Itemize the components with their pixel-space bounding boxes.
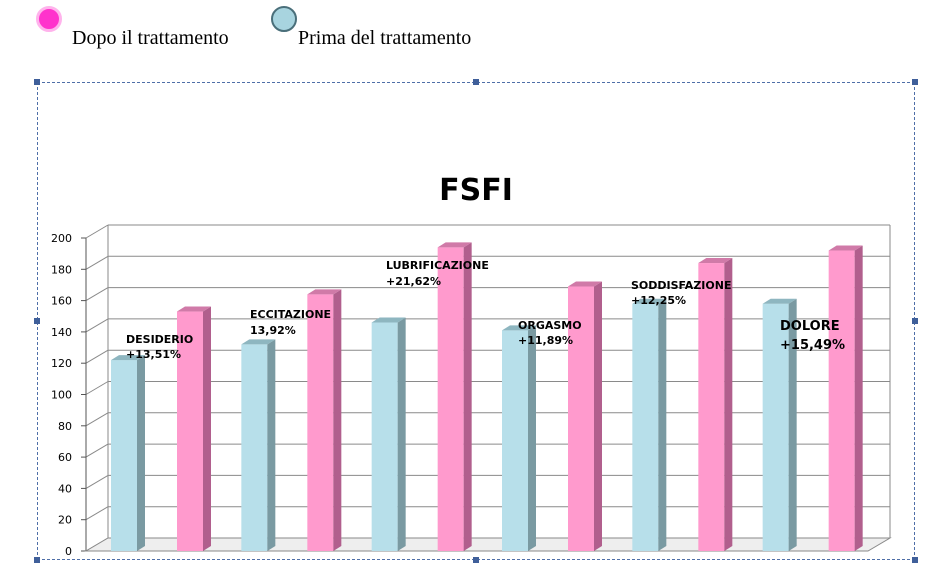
category-percent: +13,51% xyxy=(126,348,181,361)
category-label: SODDISFAZIONE xyxy=(631,279,731,292)
resize-handle-top-left[interactable] xyxy=(34,79,40,85)
bar-front xyxy=(632,303,659,551)
bar-top xyxy=(241,339,276,345)
legend-swatch-before xyxy=(271,6,297,32)
gridline-depth xyxy=(85,506,109,521)
bar-front xyxy=(568,286,594,551)
gridline-depth xyxy=(85,318,109,333)
category-label: DOLORE xyxy=(780,319,840,334)
resize-handle-bottom-left[interactable] xyxy=(34,557,40,563)
y-tick-label: 40 xyxy=(58,482,72,495)
bar-side xyxy=(594,281,602,551)
gridline-depth xyxy=(85,255,109,270)
bar-front xyxy=(502,330,528,551)
legend-item-after: Dopo il trattamento xyxy=(36,6,256,49)
bar-top xyxy=(177,306,211,312)
bar-top xyxy=(698,258,733,264)
bar-side xyxy=(203,306,211,551)
gridline-depth xyxy=(85,443,109,458)
y-tick-label: 100 xyxy=(51,389,72,402)
bar-front xyxy=(828,250,855,551)
bar-top xyxy=(437,242,472,248)
bar-side xyxy=(267,339,276,551)
legend-item-before: Prima del trattamento xyxy=(271,6,511,49)
resize-handle-top-right[interactable] xyxy=(912,79,918,85)
legend: Dopo il trattamento Prima del trattament… xyxy=(0,0,941,60)
resize-handle-bottom-middle[interactable] xyxy=(473,557,479,563)
gridline-depth xyxy=(85,287,109,302)
resize-handle-middle-left[interactable] xyxy=(34,318,40,324)
category-percent: +15,49% xyxy=(780,338,845,353)
bar-front xyxy=(307,294,334,551)
bar-side xyxy=(333,289,342,551)
category-percent: +12,25% xyxy=(631,294,686,307)
gridline-depth xyxy=(85,224,109,239)
gridline-depth xyxy=(85,381,109,395)
category-percent: 13,92% xyxy=(250,324,296,337)
bar-top xyxy=(762,298,797,304)
bar-top xyxy=(307,289,342,295)
gridline-depth xyxy=(85,412,109,427)
bar-side xyxy=(397,317,406,551)
gridline-depth xyxy=(85,349,109,364)
bar-top xyxy=(502,325,536,331)
bar-top xyxy=(828,245,863,251)
category-label: DESIDERIO xyxy=(126,333,193,346)
bar-front xyxy=(177,311,203,551)
chart-title: FSFI xyxy=(439,173,513,208)
y-tick-label: 120 xyxy=(51,357,72,370)
category-label: ECCITAZIONE xyxy=(250,308,331,321)
category-label: ORGASMO xyxy=(518,319,582,332)
bar-side xyxy=(528,325,536,551)
bar-side xyxy=(854,245,863,551)
y-tick-label: 180 xyxy=(51,263,72,276)
category-percent: +21,62% xyxy=(386,275,441,288)
bar-side xyxy=(658,298,667,551)
bar-front xyxy=(762,303,789,551)
bar-side xyxy=(724,258,733,551)
bar-front xyxy=(241,344,268,551)
bar-side xyxy=(788,298,797,551)
legend-swatch-after xyxy=(36,6,62,32)
y-tick-label: 160 xyxy=(51,295,72,308)
resize-handle-middle-right[interactable] xyxy=(912,318,918,324)
legend-label-after: Dopo il trattamento xyxy=(72,27,229,49)
y-tick-label: 0 xyxy=(65,545,72,558)
chart-floor xyxy=(84,537,892,552)
bar-front xyxy=(371,322,398,551)
bar-top xyxy=(371,317,406,323)
bar-top xyxy=(568,281,602,287)
bar-top xyxy=(632,298,667,304)
bar-front xyxy=(111,360,137,551)
gridline-depth xyxy=(85,474,109,489)
category-percent: +11,89% xyxy=(518,334,573,347)
y-tick-label: 20 xyxy=(58,514,72,527)
bar-front xyxy=(437,247,464,551)
bar-front xyxy=(698,263,725,551)
bar-top xyxy=(111,355,145,361)
y-tick-label: 80 xyxy=(58,420,72,433)
bar-side xyxy=(463,242,472,551)
y-tick-label: 140 xyxy=(51,326,72,339)
y-tick-label: 60 xyxy=(58,451,72,464)
bar-side xyxy=(137,355,145,551)
y-tick-label: 200 xyxy=(51,232,72,245)
resize-handle-top-middle[interactable] xyxy=(473,79,479,85)
category-label: LUBRIFICAZIONE xyxy=(386,259,489,272)
legend-label-before: Prima del trattamento xyxy=(298,27,472,49)
resize-handle-bottom-right[interactable] xyxy=(912,557,918,563)
